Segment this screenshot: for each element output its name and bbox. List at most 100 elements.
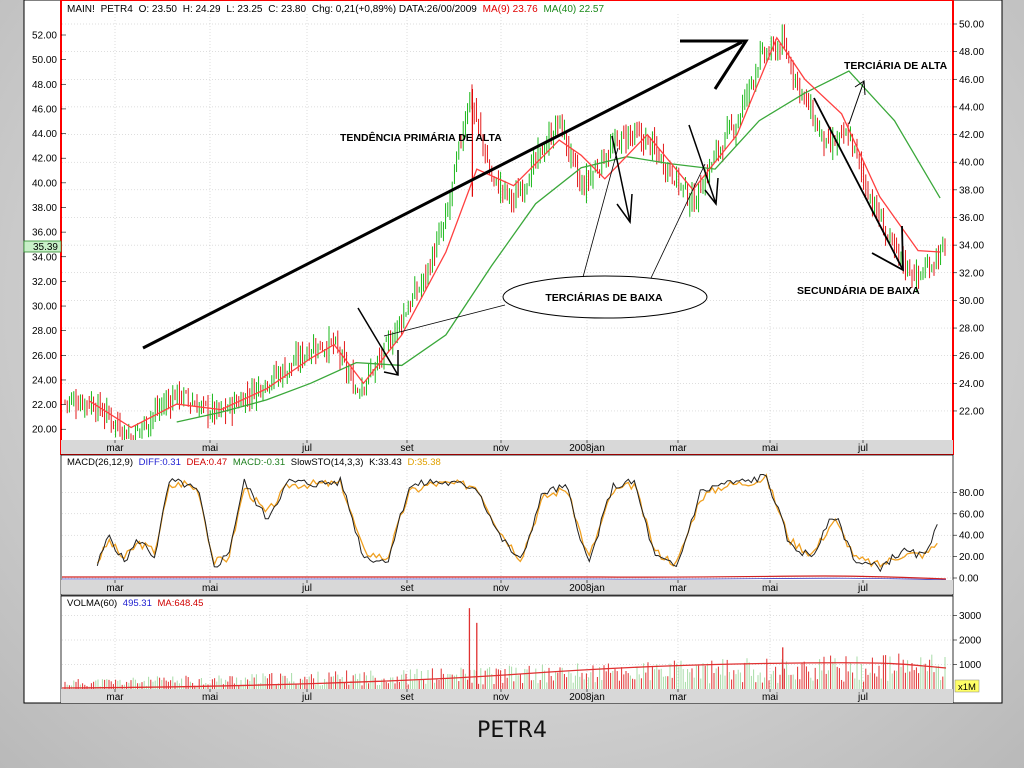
volume-bars — [64, 608, 946, 689]
macd-line — [61, 575, 947, 580]
current-price-box — [23, 240, 62, 253]
price-plot-area — [60, 0, 954, 455]
slowsto-k-line — [96, 473, 938, 573]
x-tick-label: mai — [762, 583, 778, 594]
x-tick-label: 2008jan — [569, 443, 605, 454]
main-header: MAIN! PETR4 O: 23.50 H: 24.29 L: 23.25 C… — [67, 4, 604, 15]
price-left-axis: 52.00 50.00 48.00 46.00 44.00 42.00 40.00 38.00… — [32, 31, 66, 436]
arrow-2 — [611, 135, 631, 223]
secondary-down-label: SECUNDÁRIA DE BAIXA — [797, 284, 920, 297]
x-tick-label: jul — [301, 443, 312, 454]
x-tick-label: jul — [857, 692, 868, 703]
low-value: L: 23.25 — [226, 4, 263, 15]
date-value: DATA:26/00/2009 — [399, 4, 477, 15]
x-tick-label: mar — [669, 692, 687, 703]
indicator-tick-label: 40.00 — [959, 531, 984, 542]
open-value: O: 23.50 — [139, 4, 178, 15]
left-tick-label: 30.00 — [32, 302, 57, 313]
left-tick-label: 40.00 — [32, 178, 57, 189]
right-tick-label: 42.00 — [959, 130, 984, 141]
right-tick-label: 28.00 — [959, 324, 984, 335]
volume-unit-label: x1M — [958, 682, 976, 693]
right-tick-label: 40.00 — [959, 158, 984, 169]
tertiary-down-ellipse — [502, 275, 708, 319]
volma-label: VOLMA(60) — [67, 598, 117, 609]
dea-value: DEA:0.47 — [187, 457, 228, 468]
left-tick-label: 52.00 — [32, 31, 57, 42]
volume-tick-label: 2000 — [959, 636, 982, 647]
right-tick-label: 26.00 — [959, 351, 984, 362]
left-tick-label: 26.00 — [32, 351, 57, 362]
volma-value: 495.31 — [123, 598, 152, 609]
arrow-4 — [848, 80, 865, 125]
macd-value: MACD:-0.31 — [233, 457, 285, 468]
indicator-tick-label: 80.00 — [959, 488, 984, 499]
tertiary-down-label: TERCIÁRIAS DE BAIXA — [545, 291, 663, 304]
right-tick-label: 44.00 — [959, 102, 984, 113]
right-tick-label: 24.00 — [959, 379, 984, 390]
x-tick-label: set — [400, 443, 414, 454]
indicator-tick-label: 20.00 — [959, 552, 984, 563]
x-tick-label: mai — [202, 583, 218, 594]
x-tick-label: set — [400, 692, 414, 703]
x-tick-label: jul — [301, 583, 312, 594]
primary-trend-arrowhead — [680, 39, 749, 90]
pointer-line-2 — [582, 147, 619, 278]
x-tick-label: nov — [493, 692, 509, 703]
indicator-x-ticks: mar mai jul set nov 2008jan mar mai jul — [106, 580, 868, 594]
x-tick-label: mai — [202, 443, 218, 454]
dea-line — [61, 577, 947, 581]
indicator-header: MACD(26,12,9) DIFF:0.31 DEA:0.47 MACD:-0… — [67, 457, 441, 468]
tertiary-up-label: TERCIÁRIA DE ALTA — [844, 59, 948, 72]
x-tick-label: mar — [669, 443, 687, 454]
left-tick-label: 46.00 — [32, 104, 57, 115]
volume-y-axis: 3000 2000 1000 — [953, 611, 982, 671]
left-tick-label: 44.00 — [32, 129, 57, 140]
ma40-line — [176, 70, 941, 423]
arrow-3-head — [704, 177, 719, 206]
arrow-2-head — [616, 193, 633, 225]
k-value: K:33.43 — [369, 457, 402, 468]
left-tick-label: 28.00 — [32, 326, 57, 337]
left-tick-label: 50.00 — [32, 55, 57, 66]
left-tick-label: 20.00 — [32, 425, 57, 436]
right-tick-label: 32.00 — [959, 268, 984, 279]
right-tick-label: 46.00 — [959, 75, 984, 86]
left-tick-label: 34.00 — [32, 252, 57, 263]
price-panel: 52.00 50.00 48.00 46.00 44.00 42.00 40.00 38.00… — [23, 0, 984, 455]
primary-trend-line — [142, 40, 743, 350]
x-tick-label: 2008jan — [569, 583, 605, 594]
volume-tick-label: 1000 — [959, 660, 982, 671]
x-tick-label: nov — [493, 583, 509, 594]
x-tick-label: mar — [106, 443, 124, 454]
price-gridlines — [62, 14, 952, 440]
left-tick-label: 32.00 — [32, 277, 57, 288]
pointer-line-3 — [650, 163, 706, 279]
indicator-panel: 80.00 60.00 40.00 20.00 0.00 MACD(26,12,9) D… — [60, 454, 984, 596]
right-tick-label: 48.00 — [959, 47, 984, 58]
x-tick-label: mar — [106, 583, 124, 594]
ma9-legend: MA(9) 23.76 — [483, 4, 538, 15]
secondary-down-arrowhead — [871, 225, 904, 272]
left-tick-label: 36.00 — [32, 228, 57, 239]
close-value: C: 23.80 — [268, 4, 306, 15]
slowsto-params: SlowSTO(14,3,3) — [291, 457, 364, 468]
high-value: H: 24.29 — [183, 4, 221, 15]
right-tick-label: 38.00 — [959, 185, 984, 196]
indicator-plot-area — [60, 454, 954, 596]
slowsto-d-line — [96, 473, 938, 568]
x-tick-label: jul — [301, 692, 312, 703]
volume-ma-line — [61, 662, 947, 689]
figure-caption: PETR4 — [477, 718, 547, 743]
indicator-y-axis: 80.00 60.00 40.00 20.00 0.00 — [953, 488, 984, 585]
secondary-down-arrow — [813, 97, 904, 271]
arrow-3 — [688, 124, 717, 205]
right-tick-label: 50.00 — [959, 20, 984, 31]
left-tick-label: 38.00 — [32, 203, 57, 214]
diff-value: DIFF:0.31 — [139, 457, 181, 468]
volume-unit-box — [954, 679, 980, 693]
arrow-1 — [357, 307, 399, 376]
x-tick-label: jul — [857, 443, 868, 454]
arrow-1-head — [383, 350, 399, 376]
